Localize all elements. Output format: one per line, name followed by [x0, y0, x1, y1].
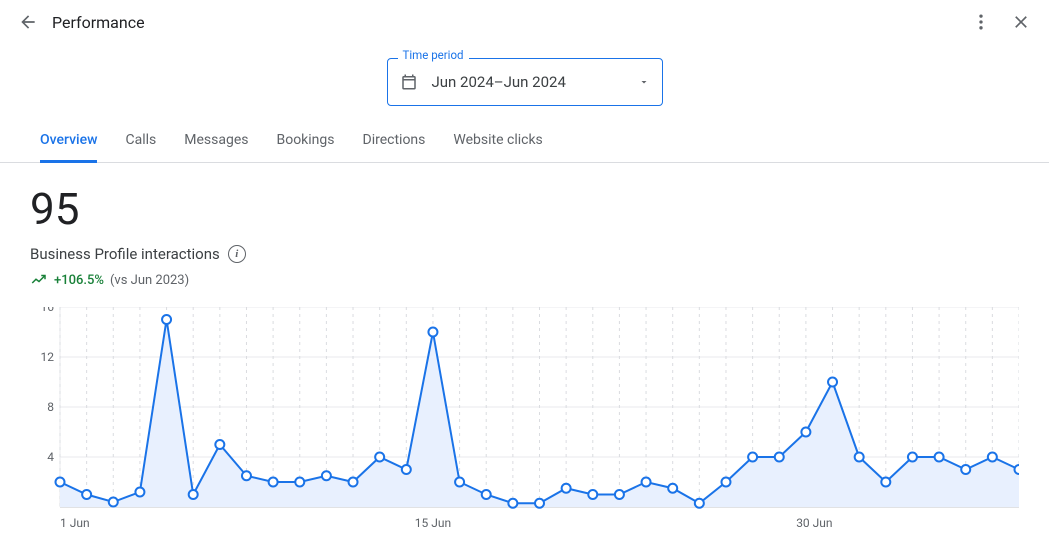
- tab-overview[interactable]: Overview: [40, 124, 97, 163]
- delta-row: +106.5% (vs Jun 2023): [30, 271, 1019, 289]
- trend-up-icon: [30, 271, 48, 289]
- svg-text:16: 16: [41, 307, 55, 314]
- tab-messages[interactable]: Messages: [184, 124, 248, 163]
- close-button[interactable]: [1001, 2, 1041, 42]
- page-title: Performance: [52, 13, 145, 32]
- metric-value: 95: [30, 187, 1019, 231]
- header-bar: Performance: [0, 0, 1049, 44]
- more-menu-button[interactable]: [961, 2, 1001, 42]
- delta-percentage: +106.5%: [54, 273, 104, 288]
- svg-text:8: 8: [47, 400, 54, 414]
- metric-label: Business Profile interactions: [30, 245, 220, 263]
- metric-label-row: Business Profile interactions i: [30, 245, 1019, 263]
- chevron-down-icon: [638, 73, 650, 92]
- tab-bookings[interactable]: Bookings: [276, 124, 334, 163]
- svg-text:1 Jun: 1 Jun: [60, 516, 90, 530]
- interactions-chart: 4 8 12 16 1 Jun 15 Jun 30 Jun: [30, 307, 1019, 537]
- svg-text:4: 4: [47, 450, 54, 464]
- tab-directions[interactable]: Directions: [363, 124, 426, 163]
- tab-website-clicks[interactable]: Website clicks: [453, 124, 542, 163]
- info-icon[interactable]: i: [228, 245, 246, 263]
- delta-compare-label: (vs Jun 2023): [110, 273, 189, 288]
- back-arrow-button[interactable]: [8, 2, 48, 42]
- svg-text:30 Jun: 30 Jun: [796, 516, 832, 530]
- content: 95 Business Profile interactions i +106.…: [0, 163, 1049, 537]
- time-period-selector[interactable]: Time period Jun 2024–Jun 2024: [387, 58, 663, 106]
- svg-text:15 Jun: 15 Jun: [415, 516, 451, 530]
- svg-text:12: 12: [41, 350, 55, 364]
- more-vert-icon: [971, 12, 991, 32]
- close-icon: [1011, 12, 1031, 32]
- time-period-range: Jun 2024–Jun 2024: [432, 73, 638, 91]
- calendar-icon: [400, 73, 418, 91]
- time-period-legend: Time period: [398, 50, 469, 62]
- time-period-wrap: Time period Jun 2024–Jun 2024: [0, 58, 1049, 106]
- tab-calls[interactable]: Calls: [125, 124, 156, 163]
- back-arrow-icon: [18, 12, 38, 32]
- tab-bar: Overview Calls Messages Bookings Directions W…: [0, 124, 1049, 163]
